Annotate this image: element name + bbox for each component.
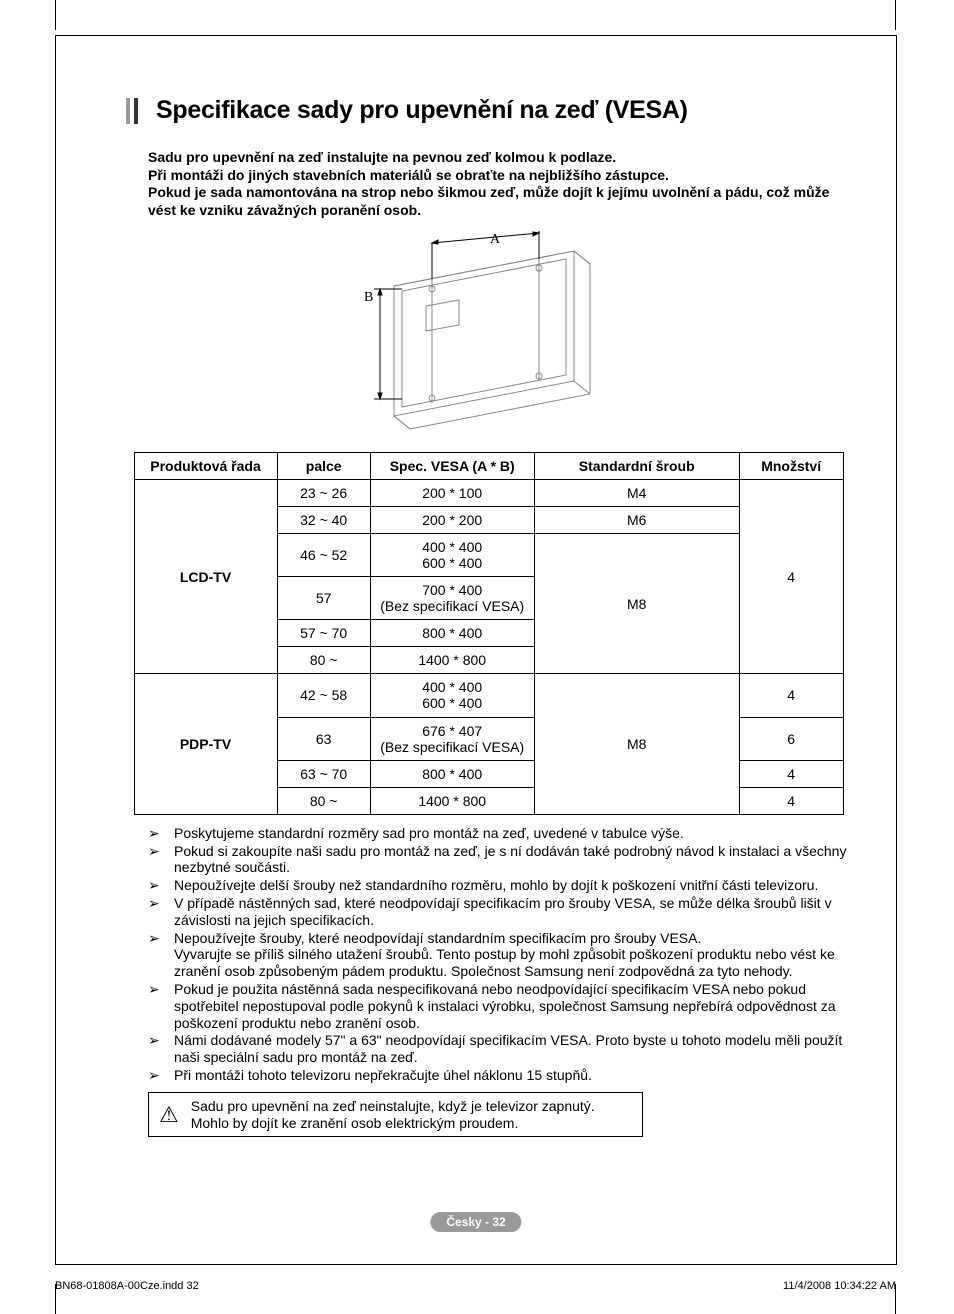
- table-cell: 63: [277, 717, 370, 760]
- table-cell: 80 ~: [277, 787, 370, 814]
- table-cell: 800 * 400: [370, 620, 534, 647]
- table-cell: PDP-TV: [134, 674, 277, 814]
- th-qty: Množství: [739, 453, 843, 480]
- table-cell: 676 * 407(Bez specifikací VESA): [370, 717, 534, 760]
- table-cell: 80 ~: [277, 647, 370, 674]
- table-cell: 200 * 200: [370, 507, 534, 534]
- vesa-diagram: A B: [364, 231, 614, 436]
- th-screw: Standardní šroub: [534, 453, 739, 480]
- warning-box: ⚠ Sadu pro upevnění na zeď neinstalujte,…: [148, 1092, 643, 1138]
- table-cell: 4: [739, 760, 843, 787]
- diagram-label-a: A: [490, 232, 501, 247]
- table-row: PDP-TV42 ~ 58400 * 400600 * 400M84: [134, 674, 843, 717]
- table-cell: 200 * 100: [370, 480, 534, 507]
- page-frame: Specifikace sady pro upevnění na zeď (VE…: [55, 35, 897, 1265]
- note-item: Při montáži tohoto televizoru nepřekraču…: [148, 1067, 851, 1084]
- table-cell: 57 ~ 70: [277, 620, 370, 647]
- table-cell: LCD-TV: [134, 480, 277, 674]
- th-product: Produktová řada: [134, 453, 277, 480]
- table-row: LCD-TV23 ~ 26200 * 100M44: [134, 480, 843, 507]
- spec-table: Produktová řada palce Spec. VESA (A * B)…: [134, 452, 844, 815]
- table-cell: 4: [739, 674, 843, 717]
- table-cell: 800 * 400: [370, 760, 534, 787]
- note-item: Poskytujeme standardní rozměry sad pro m…: [148, 825, 851, 842]
- table-cell: M4: [534, 480, 739, 507]
- table-cell: M8: [534, 674, 739, 814]
- page-title: Specifikace sady pro upevnění na zeď (VE…: [156, 96, 688, 125]
- table-cell: 400 * 400600 * 400: [370, 674, 534, 717]
- th-inch: palce: [277, 453, 370, 480]
- table-cell: 400 * 400600 * 400: [370, 534, 534, 577]
- table-cell: 4: [739, 787, 843, 814]
- table-cell: M8: [534, 534, 739, 674]
- warning-text: Sadu pro upevnění na zeď neinstalujte, k…: [191, 1098, 595, 1132]
- table-cell: 1400 * 800: [370, 787, 534, 814]
- table-cell: 4: [739, 480, 843, 674]
- table-cell: 1400 * 800: [370, 647, 534, 674]
- note-item: Nepoužívejte delší šrouby než standardní…: [148, 877, 851, 894]
- table-cell: 46 ~ 52: [277, 534, 370, 577]
- footer-left: BN68-01808A-00Cze.indd 32: [55, 1280, 199, 1292]
- footer-right: 11/4/2008 10:34:22 AM: [783, 1280, 896, 1292]
- footer: BN68-01808A-00Cze.indd 32 11/4/2008 10:3…: [55, 1280, 896, 1292]
- th-spec: Spec. VESA (A * B): [370, 453, 534, 480]
- table-cell: 700 * 400(Bez specifikací VESA): [370, 577, 534, 620]
- title-block: Specifikace sady pro upevnění na zeď (VE…: [126, 96, 851, 125]
- note-item: Nepoužívejte šrouby, které neodpovídají …: [148, 930, 851, 980]
- table-cell: 63 ~ 70: [277, 760, 370, 787]
- table-cell: 57: [277, 577, 370, 620]
- note-item: V případě nástěnných sad, které neodpoví…: [148, 895, 851, 929]
- intro-text: Sadu pro upevnění na zeď instalujte na p…: [148, 149, 851, 219]
- table-cell: 32 ~ 40: [277, 507, 370, 534]
- table-cell: 23 ~ 26: [277, 480, 370, 507]
- diagram-label-b: B: [364, 290, 373, 305]
- notes-list: Poskytujeme standardní rozměry sad pro m…: [148, 825, 851, 1084]
- page-badge: Česky - 32: [430, 1212, 521, 1232]
- table-cell: 42 ~ 58: [277, 674, 370, 717]
- note-item: Pokud je použita nástěnná sada nespecifi…: [148, 981, 851, 1031]
- warning-icon: ⚠: [159, 1102, 179, 1128]
- table-cell: 6: [739, 717, 843, 760]
- note-item: Pokud si zakoupíte naši sadu pro montáž …: [148, 843, 851, 877]
- table-cell: M6: [534, 507, 739, 534]
- note-item: Námi dodávané modely 57" a 63" neodpovíd…: [148, 1032, 851, 1066]
